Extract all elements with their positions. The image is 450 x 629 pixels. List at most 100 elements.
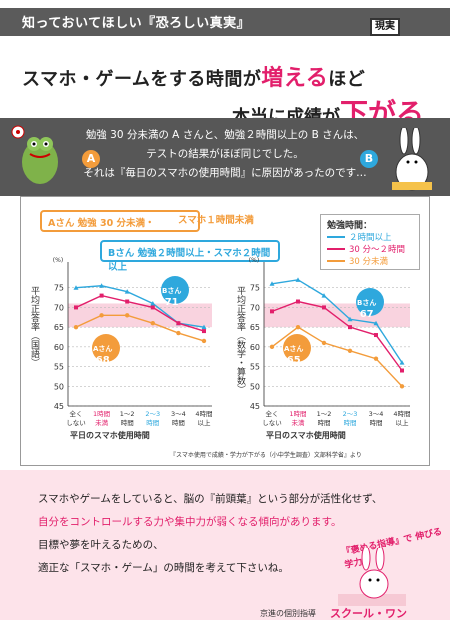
y-unit: (%)	[249, 257, 259, 264]
data-point	[176, 321, 181, 326]
brand-logo: スクール・ワン	[330, 607, 407, 620]
data-point	[201, 324, 207, 330]
x-tick-label: 3～4	[171, 410, 186, 418]
data-point	[73, 324, 79, 330]
badge-circle	[161, 276, 189, 304]
series-line	[271, 279, 403, 364]
data-point	[374, 333, 378, 338]
data-point	[400, 368, 404, 373]
y-tick-label: 50	[250, 382, 260, 391]
data-point	[150, 321, 155, 326]
series-line	[75, 294, 205, 332]
badge-a-left: Aさん 68	[93, 336, 112, 366]
badge-name: Aさん	[284, 345, 304, 353]
y-tick-label: 75	[54, 284, 64, 293]
data-point	[321, 293, 327, 298]
mark-b: B	[360, 150, 378, 168]
y-tick-label: 50	[54, 382, 64, 391]
x-tick-label: 全く	[266, 409, 279, 418]
badge-name: Aさん	[93, 345, 113, 353]
footer-text: 京進の個別指導	[260, 609, 316, 618]
y-tick-label: 75	[250, 284, 260, 293]
legend-swatch	[327, 236, 345, 238]
badge-circle	[356, 288, 384, 316]
badge-value: 68	[95, 355, 110, 366]
y-tick-label: 60	[250, 343, 260, 352]
rabbit-illustration	[392, 128, 432, 191]
data-point	[347, 348, 353, 353]
data-point	[295, 277, 301, 282]
data-point	[99, 283, 105, 288]
y-tick-label: 70	[54, 303, 64, 312]
y-unit: (%)	[53, 257, 63, 264]
band-title: 知っておいてほしい『恐ろしい真実』	[22, 16, 251, 31]
label-a-sumaho: スマホ１時間未満	[178, 215, 254, 226]
mark-a: A	[82, 150, 100, 168]
x-tick-label: 時間	[172, 419, 185, 427]
data-point	[270, 309, 274, 314]
intro-line-2: テストの結果がほぼ同じでした。	[146, 148, 304, 160]
label-b-text: 勉強２時間以上・スマホ２時間以上	[108, 248, 271, 273]
series-line	[75, 314, 205, 342]
legend: 勉強時間： ２時間以上 30 分～２時間 30 分未満	[320, 214, 420, 270]
y-tick-label: 45	[54, 402, 64, 411]
data-point	[269, 281, 275, 286]
data-point	[99, 313, 104, 318]
legend-swatch	[327, 260, 345, 262]
data-point	[322, 305, 326, 310]
y-tick-label: 65	[250, 323, 260, 332]
headline-1-emphasis: 増える	[261, 66, 329, 91]
data-point	[373, 320, 379, 326]
badge-name: Bさん	[162, 287, 182, 295]
data-point	[321, 340, 327, 346]
x-tick-label: 以上	[198, 418, 212, 427]
data-point	[296, 299, 300, 304]
label-b-who: Bさん	[108, 248, 135, 259]
data-point	[399, 384, 405, 389]
label-a-text: 勉強 30 分未満・	[77, 218, 155, 229]
data-point	[73, 285, 79, 290]
headline-1-end: ほど	[328, 69, 366, 90]
data-point	[150, 305, 155, 310]
source-note: 『スマホ使用で成績・学力が下がる（小中学生調査）文部科学省』より	[170, 452, 362, 459]
legend-item: 30 分未満	[327, 255, 413, 267]
data-point	[373, 356, 379, 361]
intro-line-3: それは『毎日のスマホの使用時間』に原因があったのです…	[83, 167, 367, 179]
data-point	[347, 316, 353, 322]
message-text: スマホやゲームをしていると、脳の『前頭葉』という部分が活性化せず、 自分をコント…	[38, 488, 382, 580]
intro-text: 勉強 30 分未満の A さんと、勉強２時間以上の B さんは、 テストの結果が…	[0, 126, 450, 183]
data-point	[176, 330, 181, 336]
headline-1-text: スマホ・ゲームをする時間が	[22, 69, 262, 90]
x-tick-label: 未満	[95, 418, 109, 427]
x-tick-label: 時間	[318, 419, 331, 427]
x-tick-label: 時間	[146, 419, 159, 427]
legend-item: 30 分～２時間	[327, 243, 413, 255]
x-tick-label: 時間	[370, 419, 383, 427]
x-tick-label: 3～4	[369, 410, 384, 418]
badge-value: 71	[164, 297, 179, 308]
data-point	[125, 299, 130, 304]
highlight-band	[68, 303, 212, 328]
badge-b-left: Bさん 71	[162, 278, 181, 308]
x-tick-label: 1～2	[120, 410, 135, 418]
y-tick-label: 60	[54, 343, 64, 352]
x-axis-label-left: 平日のスマホ使用時間	[70, 431, 150, 440]
y-tick-label: 65	[54, 323, 64, 332]
message-line-3: 目標や夢を叶えるための、	[38, 539, 164, 551]
x-tick-label: 1時間	[93, 410, 110, 418]
data-point	[399, 360, 405, 365]
badge-a-right: Aさん 65	[284, 336, 303, 366]
y-tick-label: 55	[250, 363, 260, 372]
data-point	[348, 325, 352, 330]
rabbit-mascot-illustration	[338, 548, 406, 606]
series-line	[271, 300, 403, 371]
frog-illustration	[11, 125, 58, 184]
label-a: Aさん 勉強 30 分未満・	[40, 210, 200, 232]
message-line-1: スマホやゲームをしていると、脳の『前頭葉』という部分が活性化せず、	[38, 493, 383, 505]
data-point	[269, 344, 275, 350]
y-axis-label-left: 平均正答率（国語）	[29, 286, 39, 367]
data-point	[150, 300, 156, 306]
data-point	[99, 293, 104, 298]
x-axis-label-right: 平日のスマホ使用時間	[266, 431, 346, 440]
badge-circle	[92, 334, 120, 362]
